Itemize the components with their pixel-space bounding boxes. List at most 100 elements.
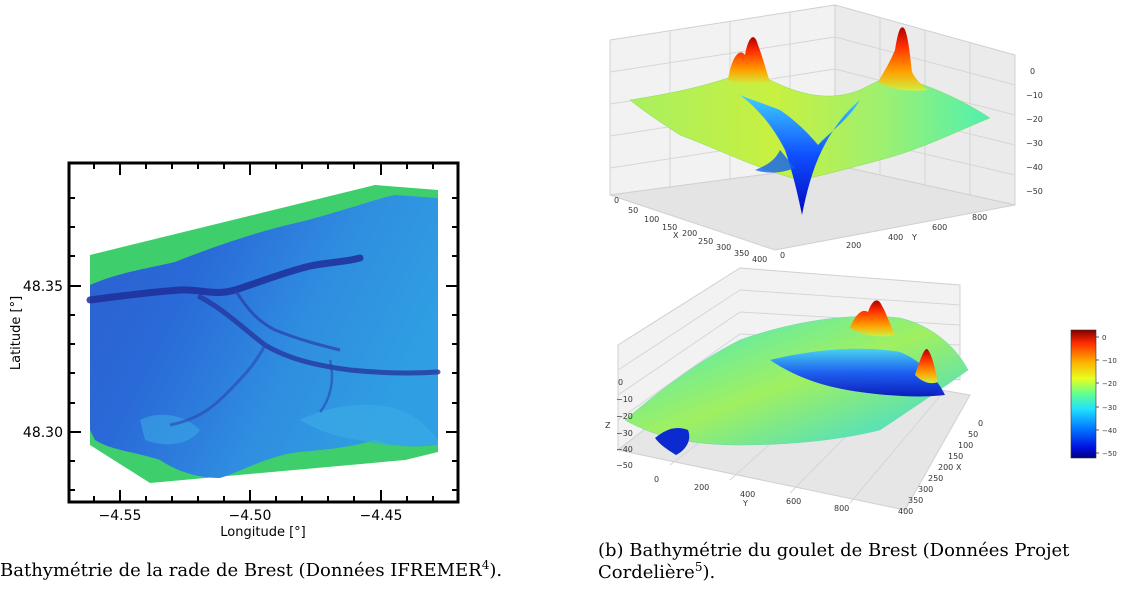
x-tick-label: 100: [644, 215, 659, 224]
y-tick-label: 800: [834, 504, 849, 513]
z-tick-label: −30: [616, 429, 633, 438]
surface-trench: [655, 427, 690, 455]
plot-frame: [67, 161, 460, 504]
deep-channel: [169, 344, 267, 427]
x-tick-label: 200: [938, 463, 953, 472]
z-tick-label: 0: [1030, 67, 1035, 76]
x-tick-label: 150: [948, 452, 963, 461]
x-axis-label: X: [956, 463, 962, 472]
colorbar-gradient: [1070, 329, 1097, 459]
footnote-marker: 5: [694, 560, 703, 574]
caption-a-text: Bathymétrie de la rade de Brest (Données…: [0, 560, 482, 581]
x-tick-label: 250: [698, 237, 713, 246]
deep-channel: [233, 289, 341, 352]
y-tick-label: 48.30: [23, 425, 63, 441]
caption-b-line1: (b) Bathymétrie du goulet de Brest (Donn…: [598, 540, 1070, 561]
y-axis-label: Latitude [°]: [9, 296, 24, 370]
z-tick-label: −40: [616, 445, 633, 454]
shallow-zone: [300, 404, 438, 447]
x-axis-label: X: [673, 231, 679, 240]
x-tick-label: −4.45: [360, 508, 403, 524]
surface-mesh: [624, 316, 969, 446]
caption-b: (b) Bathymétrie du goulet de Brest (Donn…: [598, 540, 1125, 584]
colorbar-tick-label: −10: [1102, 357, 1117, 365]
z-axis-label: Z: [605, 421, 611, 430]
y-tick-label: 400: [740, 490, 755, 499]
surface-mesh: [629, 71, 991, 181]
deep-channel: [86, 254, 364, 304]
y-axis-label: Y: [742, 499, 748, 508]
colorbar-tick-label: 0: [1102, 334, 1106, 342]
colorbar-tick-label: −30: [1102, 404, 1117, 412]
surface-trench: [770, 348, 945, 397]
x-tick-label: 0: [978, 419, 983, 428]
caption-b-text: Cordelière: [598, 562, 695, 583]
y-tick-label: 200: [846, 241, 861, 250]
caption-b-end: ).: [702, 562, 716, 583]
x-tick-label: 400: [752, 255, 767, 264]
colorbar-tick-label: −40: [1102, 427, 1117, 435]
z-tick-label: −50: [616, 461, 633, 470]
x-tick-label: 350: [908, 496, 923, 505]
colorbar-ticks: [1096, 336, 1099, 454]
z-axis-ticks: 0 −10 −20 −30 −40 −50: [1026, 67, 1043, 196]
colorbar: 0 −10 −20 −30 −40 −50: [1070, 329, 1117, 459]
surface-plot-bottom: 0 −10 −20 −30 −40 −50 Z 0 200 400 600 80…: [605, 267, 983, 516]
deep-channel: [197, 294, 441, 376]
z-tick-label: −40: [1026, 163, 1043, 172]
y-tick-label: 400: [888, 233, 903, 242]
z-tick-label: −30: [1026, 139, 1043, 148]
x-tick-label: 350: [734, 249, 749, 258]
figure-b: 0 50 100 150 200 250 300 350 400 X 0 200…: [560, 0, 1125, 592]
z-tick-label: −20: [616, 412, 633, 421]
x-tick-marks: [93, 163, 434, 502]
x-axis-ticks: 0 50 100 150 200 250 300 350 400 X: [614, 196, 767, 264]
y-tick-marks: [69, 197, 458, 491]
caption-a-end: ).: [489, 560, 503, 581]
x-tick-label: 150: [662, 223, 677, 232]
x-tick-label: 0: [614, 196, 619, 205]
y-tick-label: 48.35: [23, 279, 63, 295]
y-tick-label: 800: [972, 213, 987, 222]
y-tick-label: 600: [786, 497, 801, 506]
y-axis-ticks: 0 200 400 600 800 Y: [780, 213, 987, 260]
deep-channel: [319, 359, 334, 413]
footnote-marker: 4: [481, 558, 490, 572]
z-tick-label: 0: [618, 378, 623, 387]
figure-a: −4.55 −4.50 −4.45 48.35 48.30 Longitude …: [0, 0, 560, 592]
surface-trench: [740, 95, 860, 215]
x-tick-label: 50: [628, 206, 638, 215]
x-tick-label: 300: [716, 243, 731, 252]
y-tick-label: 0: [780, 251, 785, 260]
z-tick-label: −50: [1026, 187, 1043, 196]
surface-peak: [728, 37, 770, 85]
x-tick-label: 50: [968, 430, 978, 439]
x-tick-label: 250: [928, 474, 943, 483]
colorbar-tick-label: −20: [1102, 380, 1117, 388]
z-tick-label: −20: [1026, 115, 1043, 124]
z-tick-label: −10: [616, 395, 633, 404]
x-tick-label: 100: [958, 441, 973, 450]
caption-a: Bathymétrie de la rade de Brest (Données…: [0, 558, 600, 582]
x-tick-label: 300: [918, 485, 933, 494]
x-tick-label: −4.55: [99, 508, 142, 524]
surface-plot-top: 0 50 100 150 200 250 300 350 400 X 0 200…: [609, 4, 1043, 264]
y-axis-ticks: 0 200 400 600 800 Y: [654, 475, 849, 513]
x-tick-label: 400: [898, 507, 913, 516]
surface-peak: [915, 349, 938, 384]
y-tick-label: 200: [694, 483, 709, 492]
surface-peak: [850, 300, 895, 337]
bathymetry-3d-charts: 0 50 100 150 200 250 300 350 400 X 0 200…: [605, 4, 1117, 516]
z-axis-ticks: 0 −10 −20 −30 −40 −50 Z: [605, 378, 633, 470]
x-axis-ticks: 0 50 100 150 200 250 300 350 400 X: [898, 419, 983, 516]
z-tick-label: −10: [1026, 91, 1043, 100]
floor-pane: [609, 164, 1016, 251]
y-tick-label: 0: [654, 475, 659, 484]
y-axis-label: Y: [911, 233, 917, 242]
colorbar-tick-labels: 0 −10 −20 −30 −40 −50: [1102, 334, 1117, 458]
bathymetry-map-chart: −4.55 −4.50 −4.45 48.35 48.30 Longitude …: [9, 161, 460, 540]
y-tick-label: 600: [932, 223, 947, 232]
x-axis-label: Longitude [°]: [220, 525, 305, 540]
x-tick-label: −4.50: [229, 508, 272, 524]
x-tick-label: 200: [682, 229, 697, 238]
